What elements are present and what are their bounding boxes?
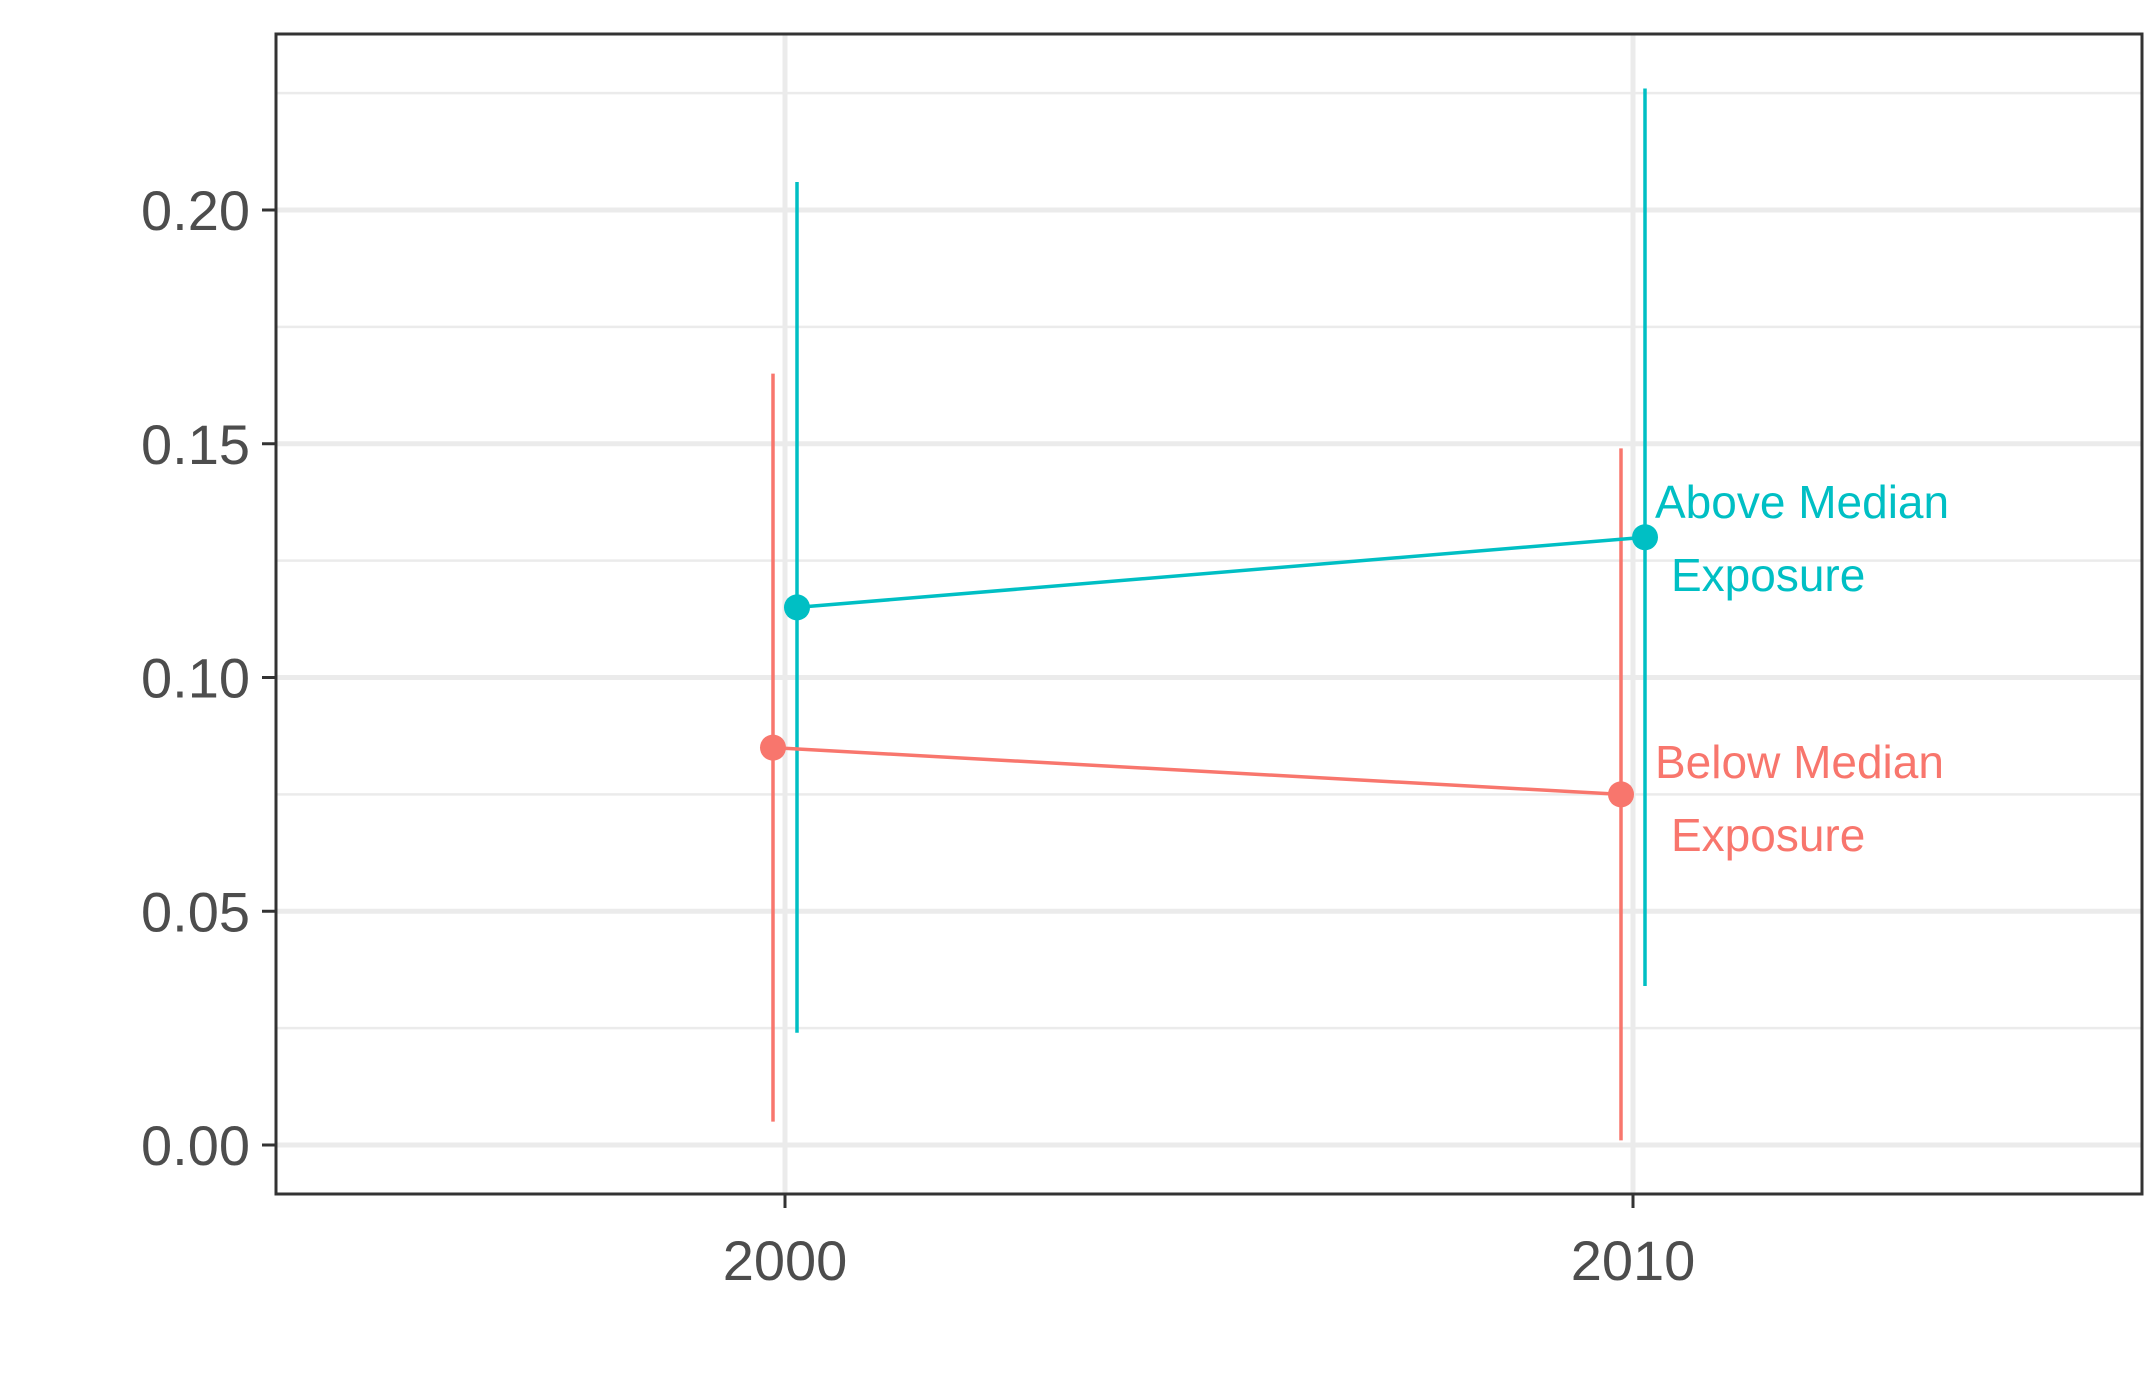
series-label-above-line2: Exposure: [1671, 549, 1865, 601]
series-label-below-line1: Below Median: [1655, 736, 1944, 788]
data-point-above-2010: [1632, 524, 1658, 551]
x-tick-label: 2000: [723, 1229, 848, 1292]
data-point-below-2010: [1608, 781, 1634, 808]
y-axis: 0.00 0.05 0.10 0.15 0.20: [141, 179, 276, 1177]
y-tick-label: 0.10: [141, 647, 250, 710]
y-tick-label: 0.20: [141, 179, 250, 242]
minor-gridlines: [276, 91, 2142, 1030]
x-tick-label: 2010: [1571, 1229, 1696, 1292]
panel-background: [276, 34, 2142, 1194]
series-line-above: [796, 535, 1646, 610]
y-tick-label: 0.05: [141, 880, 250, 943]
data-point-above-2000: [784, 594, 810, 621]
data-points: [760, 524, 1658, 808]
y-tick-label: 0.00: [141, 1114, 250, 1177]
series-label-above-line1: Above Median: [1655, 476, 1949, 528]
y-tick-label: 0.15: [141, 413, 250, 476]
series-label-below-line2: Exposure: [1671, 809, 1865, 861]
panel-border: [274, 32, 2144, 1196]
data-point-below-2000: [760, 734, 786, 761]
x-axis: 2000 2010: [723, 1194, 1696, 1292]
series-lines: [772, 535, 1646, 797]
series-line-below: [772, 745, 1622, 797]
major-gridlines: [276, 34, 2142, 1194]
